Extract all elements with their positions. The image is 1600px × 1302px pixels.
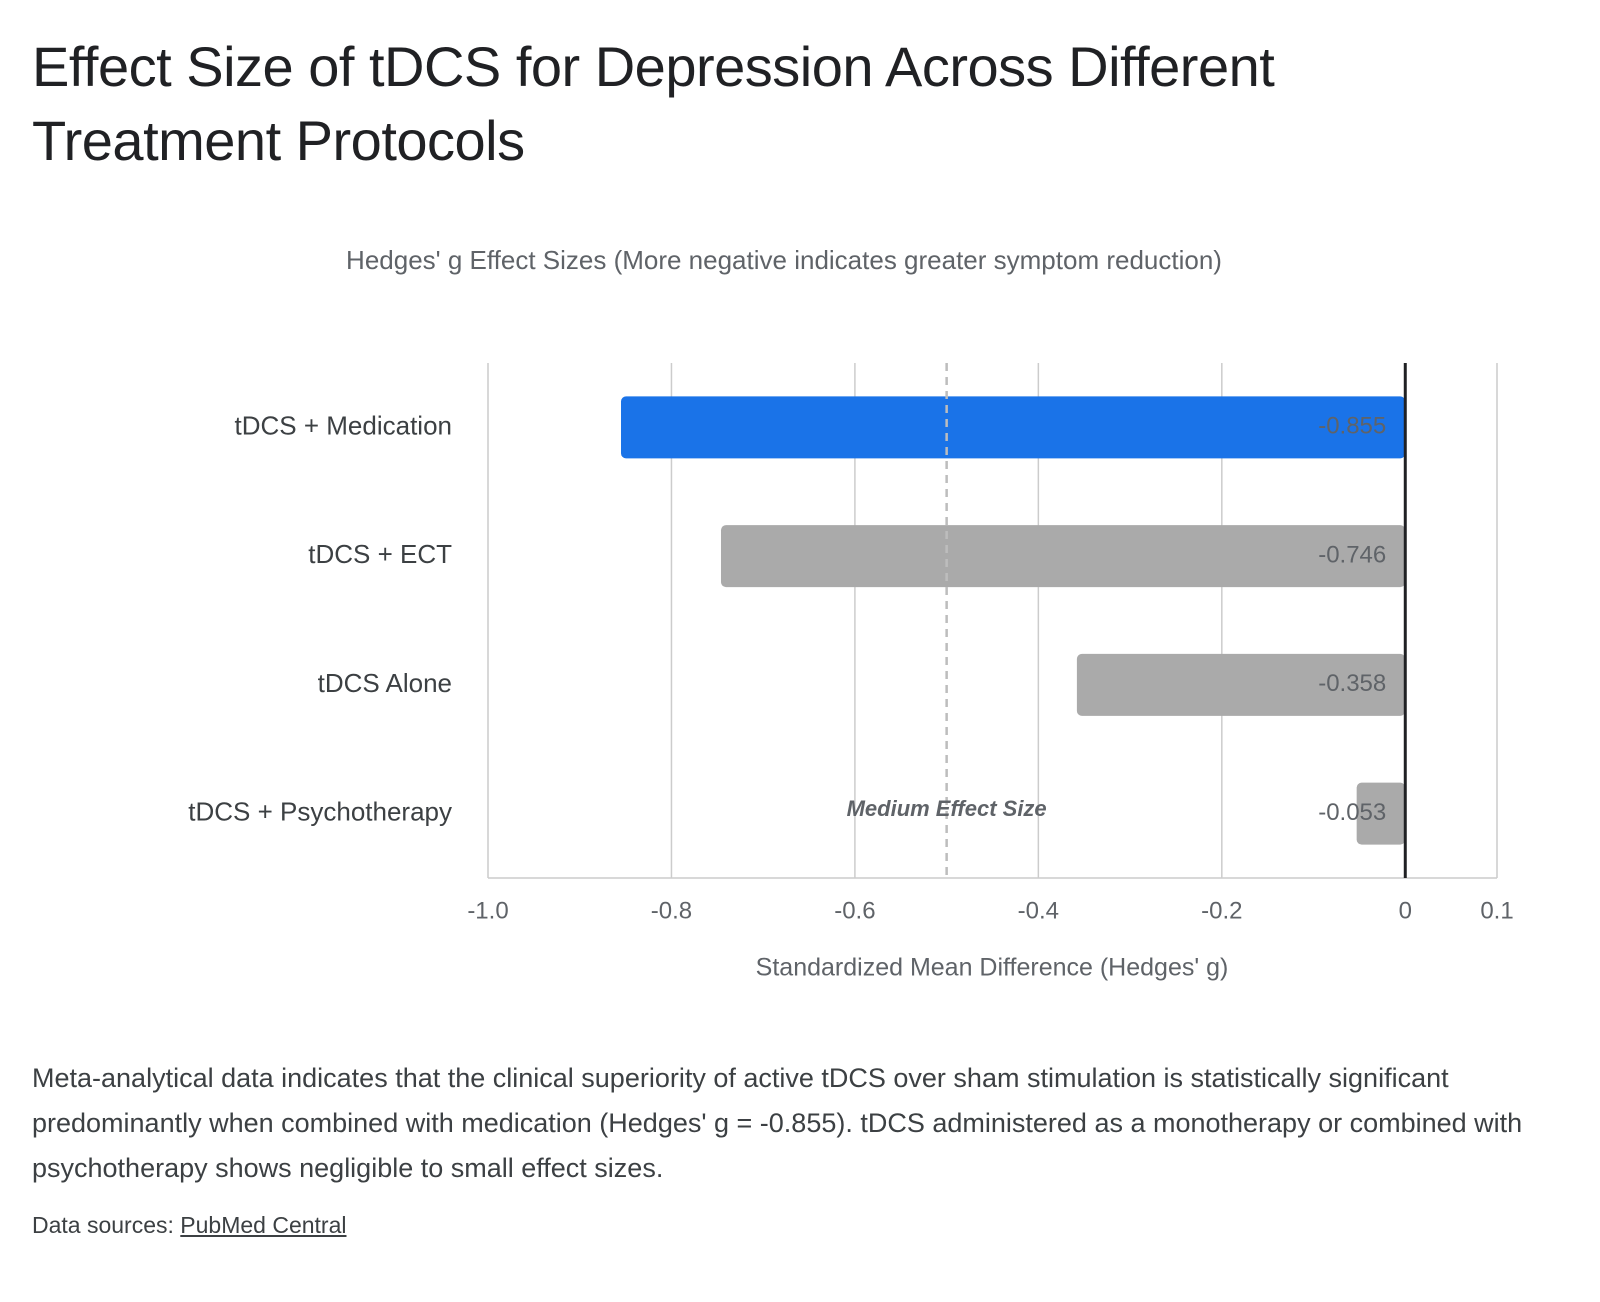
y-tick-label: tDCS + ECT <box>308 539 452 569</box>
sources: Data sources: PubMed Central <box>32 1212 347 1239</box>
value-label: -0.358 <box>1318 670 1386 697</box>
chart: Hedges' g Effect Sizes (More negative in… <box>188 245 1513 982</box>
bar <box>1356 782 1406 845</box>
bar <box>621 396 1406 459</box>
bar <box>720 525 1406 588</box>
x-axis-title: Standardized Mean Difference (Hedges' g) <box>756 954 1229 982</box>
x-tick-label: 0.1 <box>1480 897 1513 924</box>
sources-label: Data sources: <box>32 1212 174 1238</box>
x-tick-label: -1.0 <box>467 897 508 924</box>
source-link[interactable]: PubMed Central <box>180 1212 347 1238</box>
value-label: -0.746 <box>1318 541 1386 568</box>
value-label: -0.053 <box>1318 799 1386 826</box>
chart-subtitle: Hedges' g Effect Sizes (More negative in… <box>346 245 1222 275</box>
x-tick-label: -0.4 <box>1018 897 1059 924</box>
value-label: -0.855 <box>1318 413 1386 440</box>
y-tick-label: tDCS Alone <box>318 668 452 698</box>
x-tick-label: 0 <box>1399 897 1412 924</box>
y-tick-label: tDCS + Medication <box>235 410 452 440</box>
x-tick-label: -0.6 <box>834 897 875 924</box>
description: Meta-analytical data indicates that the … <box>32 1063 1523 1183</box>
bar <box>1076 653 1406 716</box>
y-tick-label: tDCS + Psychotherapy <box>188 797 452 827</box>
x-tick-label: -0.2 <box>1201 897 1242 924</box>
page-title: Effect Size of tDCS for Depression Acros… <box>32 35 1275 172</box>
x-tick-label: -0.8 <box>651 897 692 924</box>
reference-label: Medium Effect Size <box>847 796 1047 821</box>
